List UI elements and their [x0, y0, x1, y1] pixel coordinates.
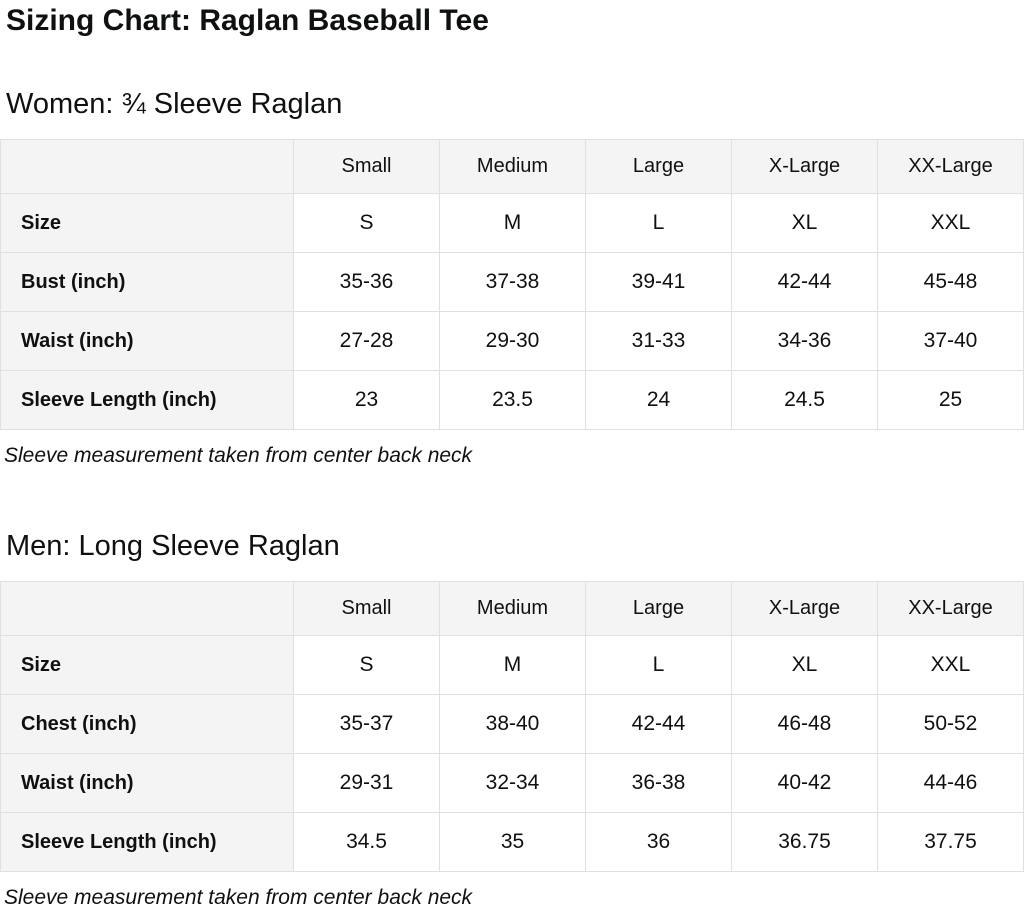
row-label-waist: Waist (inch) [0, 311, 294, 371]
table-cell: 34-36 [731, 311, 878, 371]
table-cell: L [585, 635, 732, 695]
column-header-large: Large [585, 139, 732, 194]
table-cell: 35-36 [293, 252, 440, 312]
table-cell: XXL [877, 635, 1024, 695]
column-header-x-large: X-Large [731, 139, 878, 194]
table-cell: 46-48 [731, 694, 878, 754]
table-cell: 39-41 [585, 252, 732, 312]
column-header-x-large: X-Large [731, 581, 878, 636]
sleeve-note-women: Sleeve measurement taken from center bac… [4, 444, 473, 467]
table-row: Sleeve Length (inch) 23 23.5 24 24.5 25 [0, 370, 1024, 430]
table-row: Bust (inch) 35-36 37-38 39-41 42-44 45-4… [0, 252, 1024, 312]
table-header-row: Small Medium Large X-Large XX-Large [0, 139, 1024, 194]
table-cell: 31-33 [585, 311, 732, 371]
column-header-small: Small [293, 581, 440, 636]
table-cell: M [439, 635, 586, 695]
table-cell: 29-31 [293, 753, 440, 813]
row-label-sleeve-length: Sleeve Length (inch) [0, 812, 294, 872]
table-cell: 37-40 [877, 311, 1024, 371]
table-cell: S [293, 635, 440, 695]
table-cell: XL [731, 635, 878, 695]
corner-cell [0, 139, 294, 194]
table-cell: 34.5 [293, 812, 440, 872]
table-cell: XXL [877, 193, 1024, 253]
section-heading-women: Women: ¾ Sleeve Raglan [6, 88, 343, 120]
table-cell: 35 [439, 812, 586, 872]
table-cell: 37.75 [877, 812, 1024, 872]
women-sizing-table: Small Medium Large X-Large XX-Large Size… [0, 139, 1024, 430]
column-header-xx-large: XX-Large [877, 581, 1024, 636]
row-label-waist: Waist (inch) [0, 753, 294, 813]
table-cell: 36 [585, 812, 732, 872]
corner-cell [0, 581, 294, 636]
table-row: Size S M L XL XXL [0, 193, 1024, 253]
table-cell: 29-30 [439, 311, 586, 371]
table-row: Chest (inch) 35-37 38-40 42-44 46-48 50-… [0, 694, 1024, 754]
row-label-chest: Chest (inch) [0, 694, 294, 754]
column-header-medium: Medium [439, 581, 586, 636]
row-label-size: Size [0, 193, 294, 253]
table-cell: 23 [293, 370, 440, 430]
column-header-large: Large [585, 581, 732, 636]
table-row: Waist (inch) 27-28 29-30 31-33 34-36 37-… [0, 311, 1024, 371]
table-cell: M [439, 193, 586, 253]
table-cell: S [293, 193, 440, 253]
section-heading-men: Men: Long Sleeve Raglan [6, 530, 340, 562]
table-cell: 27-28 [293, 311, 440, 371]
table-cell: 50-52 [877, 694, 1024, 754]
page-title: Sizing Chart: Raglan Baseball Tee [6, 4, 489, 37]
table-row: Sleeve Length (inch) 34.5 35 36 36.75 37… [0, 812, 1024, 872]
table-cell: 24.5 [731, 370, 878, 430]
row-label-sleeve-length: Sleeve Length (inch) [0, 370, 294, 430]
column-header-medium: Medium [439, 139, 586, 194]
table-cell: 36.75 [731, 812, 878, 872]
table-cell: 37-38 [439, 252, 586, 312]
table-cell: 42-44 [731, 252, 878, 312]
table-cell: L [585, 193, 732, 253]
table-row: Size S M L XL XXL [0, 635, 1024, 695]
table-cell: 40-42 [731, 753, 878, 813]
column-header-xx-large: XX-Large [877, 139, 1024, 194]
table-cell: 45-48 [877, 252, 1024, 312]
table-cell: 24 [585, 370, 732, 430]
table-cell: 38-40 [439, 694, 586, 754]
row-label-bust: Bust (inch) [0, 252, 294, 312]
table-cell: 36-38 [585, 753, 732, 813]
table-cell: 23.5 [439, 370, 586, 430]
table-cell: 25 [877, 370, 1024, 430]
table-cell: 44-46 [877, 753, 1024, 813]
row-label-size: Size [0, 635, 294, 695]
column-header-small: Small [293, 139, 440, 194]
table-header-row: Small Medium Large X-Large XX-Large [0, 581, 1024, 636]
table-cell: XL [731, 193, 878, 253]
men-sizing-table: Small Medium Large X-Large XX-Large Size… [0, 581, 1024, 872]
table-cell: 42-44 [585, 694, 732, 754]
table-cell: 35-37 [293, 694, 440, 754]
table-row: Waist (inch) 29-31 32-34 36-38 40-42 44-… [0, 753, 1024, 813]
table-cell: 32-34 [439, 753, 586, 813]
